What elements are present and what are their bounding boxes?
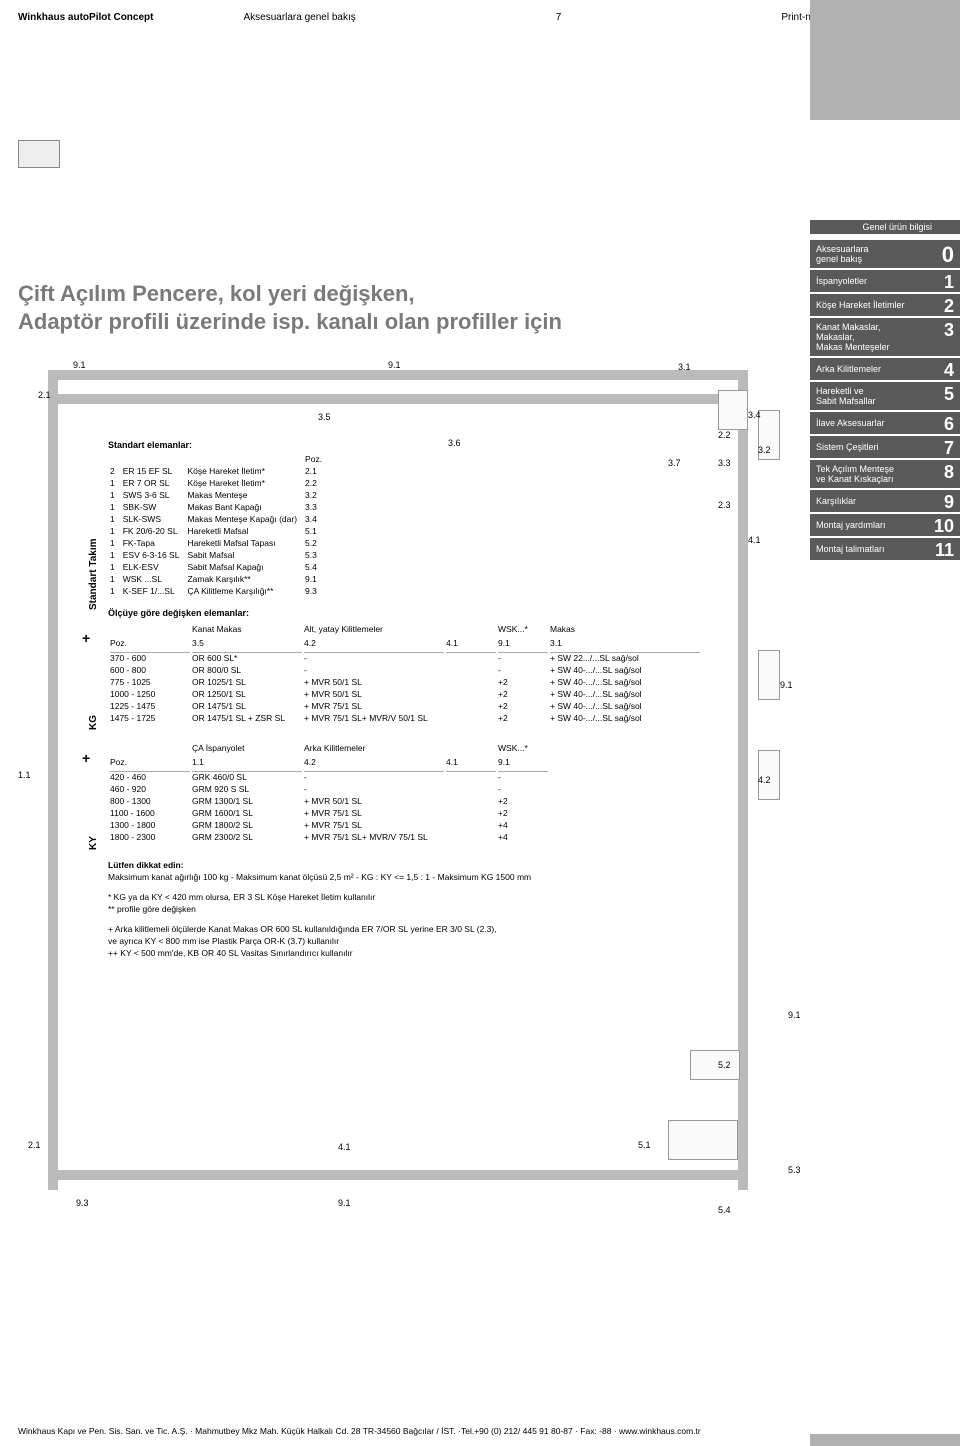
diag-label: 3.1 <box>678 362 691 372</box>
hardware-diagram: 9.19.13.12.13.53.43.62.23.23.73.32.34.19… <box>18 350 808 1260</box>
plus-kg: + <box>82 750 90 766</box>
diag-label: 3.2 <box>758 445 771 455</box>
var-heading: Ölçüye göre değişken elemanlar: <box>108 608 748 618</box>
diag-label: 3.4 <box>748 410 761 420</box>
tab-11: Montaj talimatları11 <box>810 538 960 560</box>
tab-1: İspanyoletler1 <box>810 270 960 292</box>
diag-label: 9.1 <box>788 1010 801 1020</box>
diag-label: 9.1 <box>780 680 793 690</box>
diag-label: 5.1 <box>638 1140 651 1150</box>
footer: Winkhaus Kapı ve Pen. Sis. San. ve Tic. … <box>18 1426 701 1436</box>
brand: Winkhaus autoPilot Concept <box>18 12 153 23</box>
ky-row: 1300 - 1800GRM 1800/2 SL+ MVR 75/1 SL+4 <box>110 820 548 830</box>
vlabel-ky: KY <box>88 836 99 850</box>
footer-right-bar <box>810 1434 960 1446</box>
diag-label: 2.2 <box>718 430 731 440</box>
kg-row: 1000 - 1250OR 1250/1 SL+ MVR 50/1 SL+2+ … <box>110 689 700 699</box>
std-row: 1ER 7 OR SLKöşe Hareket İletim*2.2 <box>110 478 328 488</box>
ky-row: 1800 - 2300GRM 2300/2 SL+ MVR 75/1 SL+ M… <box>110 832 548 842</box>
tab-7: Sistem Çeşitleri7 <box>810 436 960 458</box>
title-line1: Çift Açılım Pencere, kol yeri değişken, <box>18 280 562 308</box>
diag-label: 5.3 <box>788 1165 801 1175</box>
diag-label: 9.1 <box>73 360 86 370</box>
diag-label: 2.1 <box>28 1140 41 1150</box>
note-l3: ** profile göre değişken <box>108 904 748 914</box>
ky-row: 420 - 460GRK 460/0 SL-- <box>110 771 548 782</box>
notes-heading: Lütfen dikkat edin: <box>108 860 748 870</box>
std-row: 1SBK-SWMakas Bant Kapağı3.3 <box>110 502 328 512</box>
note-l4: + Arka kilitlemeli ölçülerde Kanat Makas… <box>108 924 748 934</box>
std-row: 1WSK ...SLZamak Karşılık**9.1 <box>110 574 328 584</box>
profile-icon <box>18 140 60 168</box>
ky-header: ÇA İspanyolet Arka Kilitlemeler WSK...* … <box>108 739 550 769</box>
ky-row: 800 - 1300GRM 1300/1 SL+ MVR 50/1 SL+2 <box>110 796 548 806</box>
vlabel-std: Standart Takım <box>88 539 99 611</box>
kg-row: 775 - 1025OR 1025/1 SL+ MVR 50/1 SL+2+ S… <box>110 677 700 687</box>
note-l2: * KG ya da KY < 420 mm olursa, ER 3 SL K… <box>108 892 748 902</box>
std-row: 1ELK-ESVSabit Mafsal Kapağı5.4 <box>110 562 328 572</box>
tab-6: İlave Aksesuarlar6 <box>810 412 960 434</box>
kg-header: Kanat Makas Alt, yatay Kilitlemeler WSK.… <box>108 620 587 650</box>
diag-label: 1.1 <box>18 770 31 780</box>
kg-row: 1225 - 1475OR 1475/1 SL+ MVR 75/1 SL+2+ … <box>110 701 700 711</box>
diag-label: 9.1 <box>388 360 401 370</box>
std-heading: Standart elemanlar: <box>108 440 748 450</box>
kg-row: 370 - 600OR 600 SL*--+ SW 22.../...SL sa… <box>110 652 700 663</box>
tab-2: Köşe Hareket İletimler2 <box>810 294 960 316</box>
diag-label: 4.1 <box>748 535 761 545</box>
std-row: 1SWS 3-6 SLMakas Menteşe3.2 <box>110 490 328 500</box>
header-right-bar <box>810 0 960 120</box>
page-title: Çift Açılım Pencere, kol yeri değişken, … <box>18 280 562 335</box>
std-poz-col: Poz. <box>305 454 328 464</box>
tab-9: Karşılıklar9 <box>810 490 960 512</box>
diag-label: 5.2 <box>718 1060 731 1070</box>
ky-row: 1100 - 1600GRM 1600/1 SL+ MVR 75/1 SL+2 <box>110 808 548 818</box>
notes: Lütfen dikkat edin: Maksimum kanat ağırl… <box>108 860 748 958</box>
diag-label: 4.1 <box>338 1142 351 1152</box>
section-tabs: Aksesuarlaragenel bakış0İspanyoletler1Kö… <box>810 240 960 562</box>
kg-row: 600 - 800OR 800/0 SL--+ SW 40-.../...SL … <box>110 665 700 675</box>
std-row: 2ER 15 EF SLKöşe Hareket İletim*2.1 <box>110 466 328 476</box>
title-line2: Adaptör profili üzerinde isp. kanalı ola… <box>18 308 562 336</box>
std-row: 1FK 20/6-20 SLHareketli Mafsal5.1 <box>110 526 328 536</box>
page-number: 7 <box>556 12 562 23</box>
diag-label: 3.5 <box>318 412 331 422</box>
diag-label: 2.1 <box>38 390 51 400</box>
note-l6: ++ KY < 500 mm'de, KB OR 40 SL Vasitas S… <box>108 948 748 958</box>
plus-std: + <box>82 630 90 646</box>
diag-label: 9.3 <box>76 1198 89 1208</box>
diag-label: 4.2 <box>758 775 771 785</box>
std-row: 1K-SEF 1/...SLÇA Kilitleme Karşılığı**9.… <box>110 586 328 596</box>
note-l1: Maksimum kanat ağırlığı 100 kg - Maksimu… <box>108 872 748 882</box>
vlabel-kg: KG <box>88 715 99 730</box>
kg-table: 370 - 600OR 600 SL*--+ SW 22.../...SL sa… <box>108 650 702 725</box>
tab-3: Kanat Makaslar,Makaslar,Makas Menteşeler… <box>810 318 960 356</box>
tab-0: Aksesuarlaragenel bakış0 <box>810 240 960 268</box>
diag-label: 5.4 <box>718 1205 731 1215</box>
std-row: 1ESV 6-3-16 SLSabit Mafsal5.3 <box>110 550 328 560</box>
kg-row: 1475 - 1725OR 1475/1 SL + ZSR SL+ MVR 75… <box>110 713 700 723</box>
std-row: 1FK-TapaHareketli Mafsal Tapası5.2 <box>110 538 328 548</box>
tab-5: Hareketli veSabit Mafsallar5 <box>810 382 960 410</box>
ky-row: 460 - 920GRM 920 S SL-- <box>110 784 548 794</box>
tab-4: Arka Kilitlemeler4 <box>810 358 960 380</box>
diag-label: 9.1 <box>338 1198 351 1208</box>
std-table: Poz. 2ER 15 EF SLKöşe Hareket İletim*2.1… <box>108 452 330 598</box>
tab-8: Tek Açılım Menteşeve Kanat Kıskaçları8 <box>810 460 960 488</box>
note-l5: ve ayrıca KY < 800 mm ise Plastik Parça … <box>108 936 748 946</box>
std-row: 1SLK-SWSMakas Menteşe Kapağı (dar)3.4 <box>110 514 328 524</box>
section-name: Aksesuarlara genel bakış <box>243 12 355 23</box>
top-info: Genel ürün bilgisi <box>810 220 960 234</box>
ky-table: 420 - 460GRK 460/0 SL-- 460 - 920GRM 920 … <box>108 769 550 844</box>
tab-10: Montaj yardımları10 <box>810 514 960 536</box>
content-block: Standart elemanlar: Poz. 2ER 15 EF SLKöş… <box>108 440 748 960</box>
